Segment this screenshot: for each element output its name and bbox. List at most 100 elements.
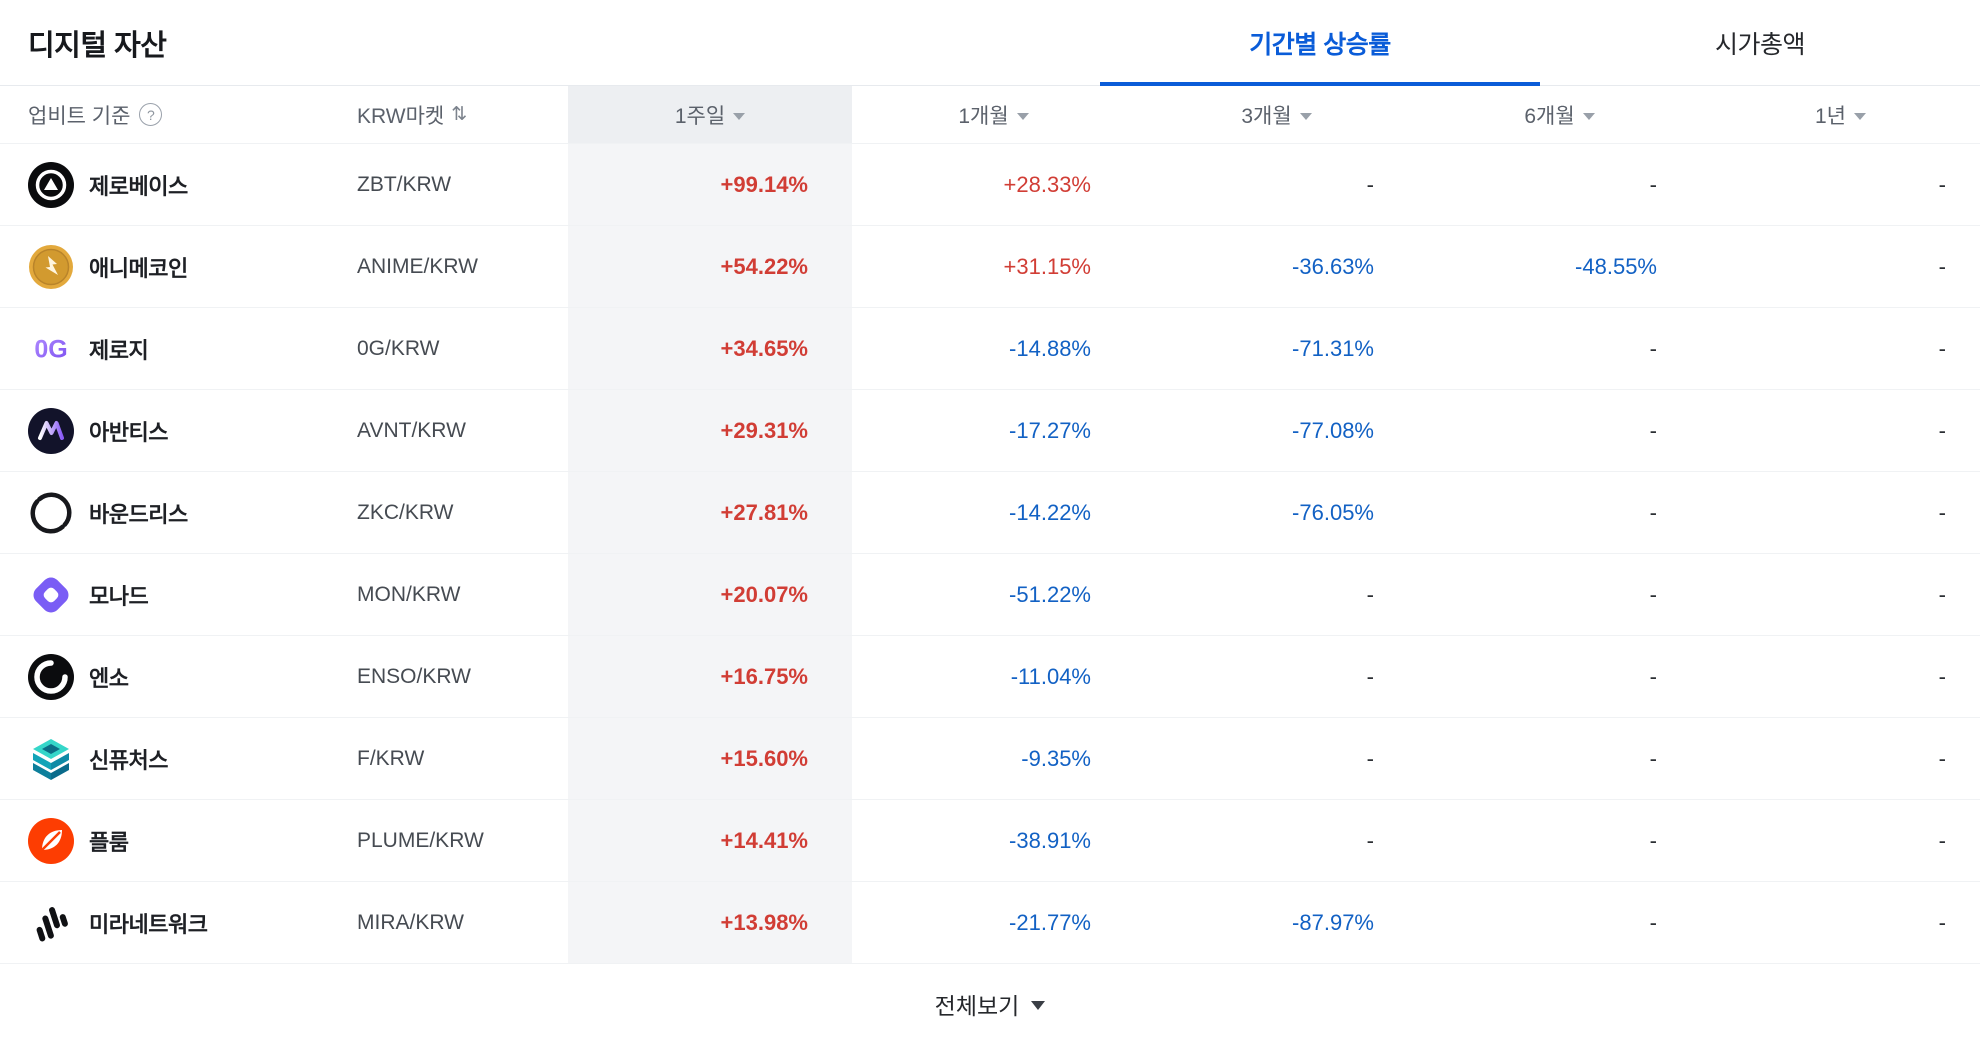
period-value: - <box>1649 417 1657 443</box>
coin-name: 신퓨처스 <box>89 747 168 773</box>
table-row[interactable]: 엔소 ENSO/KRW +16.75% -11.04% - - - <box>0 636 1980 718</box>
help-icon[interactable]: ? <box>139 103 163 126</box>
coin-pair: ZKC/KRW <box>357 500 454 524</box>
column-header-6month[interactable]: 6개월 <box>1418 86 1701 143</box>
period-value: +20.07% <box>568 554 852 635</box>
period-value: - <box>1366 581 1374 607</box>
table-row[interactable]: 애니메코인 ANIME/KRW +54.22% +31.15% -36.63% -48.5… <box>0 226 1980 308</box>
table-row[interactable]: 플룸 PLUME/KRW +14.41% -38.91% - - - <box>0 800 1980 882</box>
coin-name: 아반티스 <box>89 419 168 445</box>
period-value: - <box>1649 745 1657 771</box>
period-value: - <box>1649 663 1657 689</box>
sort-icon: ⇅ <box>451 104 468 125</box>
coin-pair: MIRA/KRW <box>357 910 464 934</box>
table-row[interactable]: 아반티스 AVNT/KRW +29.31% -17.27% -77.08% - - <box>0 390 1980 472</box>
asset-rows: 제로베이스 ZBT/KRW +99.14% +28.33% - - - 애니메코인 ANIME/… <box>0 144 1980 964</box>
caret-down-icon <box>1016 112 1029 120</box>
coin-pair: F/KRW <box>357 746 425 770</box>
caret-down-icon <box>1582 112 1595 120</box>
column-header-label: 3개월 <box>1241 104 1292 128</box>
table-row[interactable]: 신퓨처스 F/KRW +15.60% -9.35% - - - <box>0 718 1980 800</box>
column-header-1week[interactable]: 1주일 <box>568 86 852 143</box>
period-value: +29.31% <box>568 390 852 471</box>
market-header[interactable]: KRW마켓 ⇅ <box>353 86 568 143</box>
tab-period-returns[interactable]: 기간별 상승률 <box>1100 0 1540 86</box>
boundless-icon <box>28 490 74 536</box>
plume-icon <box>28 817 74 864</box>
period-value: -87.97% <box>1292 909 1374 935</box>
monad-icon <box>28 572 74 618</box>
period-value: -76.05% <box>1292 499 1374 525</box>
coin-name: 제로지 <box>89 337 149 363</box>
view-all-label: 전체보기 <box>934 993 1020 1019</box>
market-label: KRW마켓 <box>357 104 445 128</box>
coin-cell: 플룸 <box>0 800 353 881</box>
coin-cell: 아반티스 <box>0 390 353 471</box>
basis-cell: 업비트 기준 ? <box>0 86 353 143</box>
period-value: - <box>1649 827 1657 853</box>
period-value: +13.98% <box>568 882 852 963</box>
period-value: - <box>1649 171 1657 197</box>
column-header-1year[interactable]: 1년 <box>1701 86 1980 143</box>
tab-market-cap[interactable]: 시가총액 <box>1714 30 1806 59</box>
period-value: - <box>1938 171 1946 197</box>
period-value: -77.08% <box>1292 417 1374 443</box>
caret-down-icon <box>1854 112 1866 120</box>
coin-cell: 신퓨처스 <box>0 718 353 799</box>
period-value: +15.60% <box>568 718 852 799</box>
column-header-label: 1주일 <box>674 104 726 128</box>
period-value: -36.63% <box>1292 253 1374 279</box>
period-value: - <box>1649 499 1657 525</box>
period-value: -17.27% <box>1009 417 1091 443</box>
coin-pair: MON/KRW <box>357 582 461 606</box>
coin-cell: 모나드 <box>0 554 353 635</box>
period-value: +28.33% <box>1003 171 1091 197</box>
period-value: -51.22% <box>1009 581 1091 607</box>
coin-pair: ENSO/KRW <box>357 664 471 688</box>
coin-pair: PLUME/KRW <box>357 828 484 852</box>
caret-down-icon <box>1031 1001 1046 1010</box>
table-row[interactable]: 제로베이스 ZBT/KRW +99.14% +28.33% - - - <box>0 144 1980 226</box>
column-header-1month[interactable]: 1개월 <box>852 86 1135 143</box>
table-row[interactable]: 0G 제로지 0G/KRW +34.65% -14.88% -71.31% - - <box>0 308 1980 390</box>
coin-name: 플룸 <box>89 829 129 855</box>
period-value: -14.22% <box>1009 499 1091 525</box>
basis-label: 업비트 기준 <box>28 104 131 128</box>
coin-pair: ZBT/KRW <box>357 172 452 196</box>
column-header-label: 1년 <box>1815 104 1846 128</box>
coin-name: 바운드리스 <box>89 501 188 527</box>
coin-cell: 애니메코인 <box>0 226 353 307</box>
period-value: - <box>1938 499 1946 525</box>
zerobase-icon <box>28 161 74 208</box>
column-header-label: 1개월 <box>958 104 1009 128</box>
period-value: -11.04% <box>1010 663 1091 689</box>
table-row[interactable]: 바운드리스 ZKC/KRW +27.81% -14.22% -76.05% - - <box>0 472 1980 554</box>
table-row[interactable]: 모나드 MON/KRW +20.07% -51.22% - - - <box>0 554 1980 636</box>
period-value: - <box>1649 581 1657 607</box>
period-value: -48.55% <box>1575 253 1657 279</box>
period-value: - <box>1938 909 1946 935</box>
period-value: - <box>1938 253 1946 279</box>
mira-icon <box>28 900 74 946</box>
view-all-button[interactable]: 전체보기 <box>0 964 1980 1044</box>
period-value: +34.65% <box>568 308 852 389</box>
period-value: -71.31% <box>1292 335 1374 361</box>
caret-down-icon <box>733 112 746 120</box>
period-value: +14.41% <box>568 800 852 881</box>
table-row[interactable]: 미라네트워크 MIRA/KRW +13.98% -21.77% -87.97% - - <box>0 882 1980 964</box>
caret-down-icon <box>1299 112 1312 120</box>
anime-icon <box>28 244 74 290</box>
period-value: +31.15% <box>1003 253 1091 279</box>
coin-pair: AVNT/KRW <box>357 418 466 442</box>
enso-icon <box>28 653 74 700</box>
coin-name: 제로베이스 <box>89 173 188 199</box>
coin-cell: 미라네트워크 <box>0 882 353 963</box>
period-value: - <box>1366 663 1374 689</box>
coin-name: 미라네트워크 <box>89 911 208 937</box>
period-value: - <box>1938 581 1946 607</box>
coin-name: 애니메코인 <box>89 255 188 281</box>
svg-text:0G: 0G <box>34 335 67 363</box>
period-value: +99.14% <box>568 144 852 225</box>
table-header: 업비트 기준 ? KRW마켓 ⇅ 1주일 1개월 3개월 6개월 1년 <box>0 86 1980 144</box>
column-header-3month[interactable]: 3개월 <box>1135 86 1418 143</box>
